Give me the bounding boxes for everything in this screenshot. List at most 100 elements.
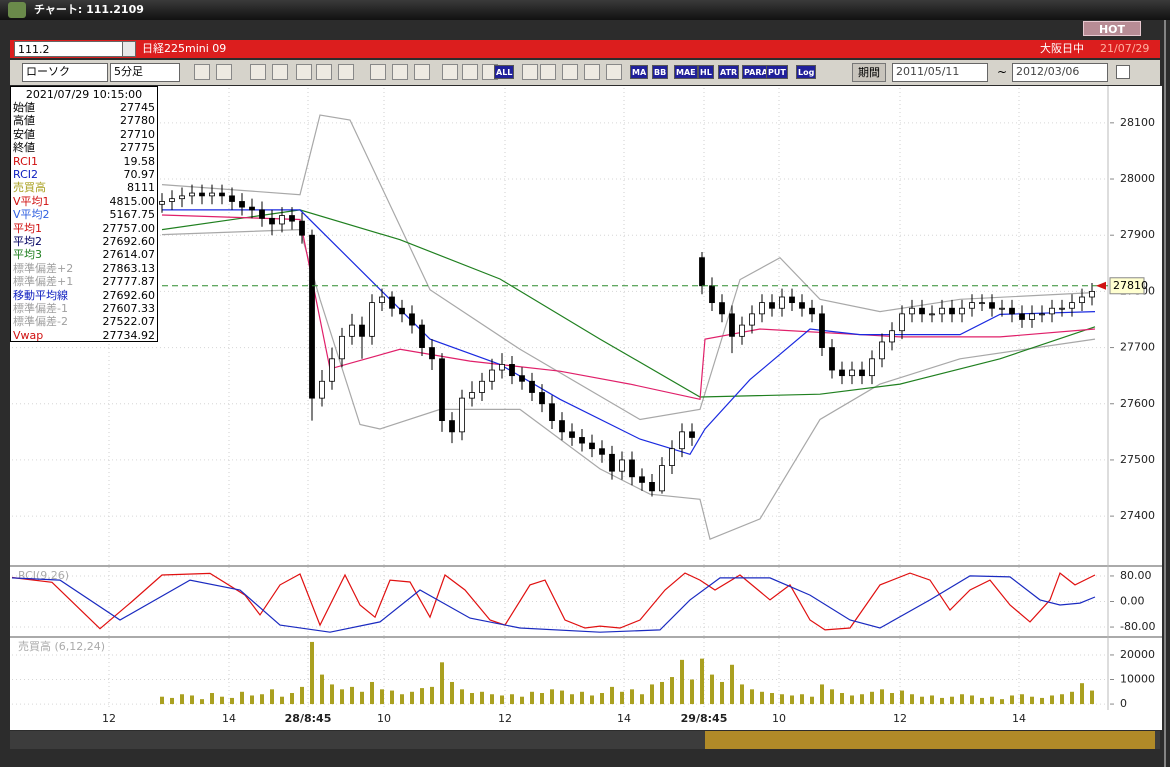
tool-icon[interactable] [562,64,578,80]
tool-icon[interactable] [194,64,210,80]
price-marker [1109,277,1145,295]
info-label: 移動平均線 [13,288,68,302]
volume-bar [320,674,324,705]
scroll-thumb[interactable] [705,731,1155,749]
candle-body [769,302,775,309]
interval-select[interactable]: 5分足 [110,63,180,82]
y-tick-label: 80.00 [1120,569,1152,582]
volume-bar [1040,697,1044,705]
candle-body [239,201,245,208]
volume-bar [880,689,884,705]
candle-body [229,195,235,202]
volume-bar [700,658,704,705]
volume-bar [500,695,504,705]
tool-icon[interactable] [540,64,556,80]
candle-body [679,431,685,450]
hot-button[interactable]: HOT [1083,21,1141,36]
panel-label: 売買高 (6,12,24) [18,639,105,653]
tool-button[interactable]: PUT [766,65,788,79]
info-label: RCI2 [13,168,39,181]
info-value: 27607.33 [102,302,156,315]
volume-bar [340,689,344,705]
tool-icon[interactable] [316,64,332,80]
volume-bar [480,691,484,705]
info-row: V平均1 4815.00 [13,195,155,208]
candle-body [909,307,915,315]
to-date[interactable]: 2012/03/06 [1012,63,1108,82]
volume-bar [600,693,604,705]
candle-body [1089,290,1095,298]
from-date[interactable]: 2011/05/11 [892,63,988,82]
info-label: 始値 [13,101,35,114]
info-label: 平均1 [13,221,42,235]
volume-bar [790,695,794,705]
app-icon [8,2,26,18]
price-marker-label: 27810 [1113,279,1148,292]
tool-icon[interactable] [296,64,312,80]
info-row: RCI2 70.97 [13,168,155,181]
period-button[interactable]: 期間 [852,63,886,82]
volume-bar [510,694,514,705]
chart-kind-select[interactable]: ローソク [22,63,108,82]
tool-icon[interactable] [272,64,288,80]
tool-button[interactable]: MA [630,65,649,79]
x-tick-label: 10 [772,712,786,725]
candle-body [269,217,275,225]
candle-body [309,234,315,399]
y-tick-label: 27400 [1120,509,1155,522]
volume-bar [940,697,944,705]
volume-bar [400,694,404,705]
candle-body [559,420,565,433]
tool-button[interactable]: BB [652,65,669,79]
volume-bar [390,690,394,705]
volume-bar [630,689,634,705]
candle-body [279,215,285,225]
tool-button[interactable]: ALL [494,65,515,79]
info-label: 終値 [13,141,35,155]
candle-body [169,198,175,202]
info-value: 27863.13 [102,261,156,275]
volume-bar [970,695,974,705]
volume-bar [730,664,734,705]
volume-bar [910,694,914,705]
candle-body [259,209,265,219]
candle-body [549,403,555,422]
info-value: 27777.87 [102,275,156,289]
info-row: 標準偏差-2 27522.07 [13,315,155,328]
candle-body [419,324,425,348]
tool-icon[interactable] [414,64,430,80]
tool-button[interactable]: Log [796,65,817,79]
volume-bar [810,696,814,705]
checkbox[interactable] [1116,65,1130,79]
volume-bar [780,694,784,705]
volume-bar [450,681,454,705]
tool-button[interactable]: ATR [718,65,740,79]
volume-bar [830,689,834,705]
tool-icon[interactable] [250,64,266,80]
info-label: 平均3 [13,248,42,262]
info-row: Vwap 27734.92 [13,329,155,342]
volume-bar [410,691,414,705]
info-value: 27692.60 [102,288,156,302]
info-value: 8111 [127,181,155,195]
volume-bar [1060,694,1064,705]
dropdown-arrow[interactable] [122,41,136,57]
tool-icon[interactable] [216,64,232,80]
volume-bar [160,696,164,705]
candle-body [469,392,475,399]
tool-icon[interactable] [462,64,478,80]
tool-icon[interactable] [584,64,600,80]
tool-button[interactable]: MAE [674,65,698,79]
tool-icon[interactable] [370,64,386,80]
info-label: 高値 [13,114,35,128]
volume-bar [770,693,774,705]
x-tick-label: 12 [498,712,512,725]
tool-icon[interactable] [338,64,354,80]
tool-icon[interactable] [606,64,622,80]
tool-icon[interactable] [392,64,408,80]
tool-button[interactable]: HL [698,65,714,79]
info-value: 27614.07 [102,248,156,262]
tool-icon[interactable] [442,64,458,80]
tool-icon[interactable] [522,64,538,80]
candle-body [869,358,875,377]
